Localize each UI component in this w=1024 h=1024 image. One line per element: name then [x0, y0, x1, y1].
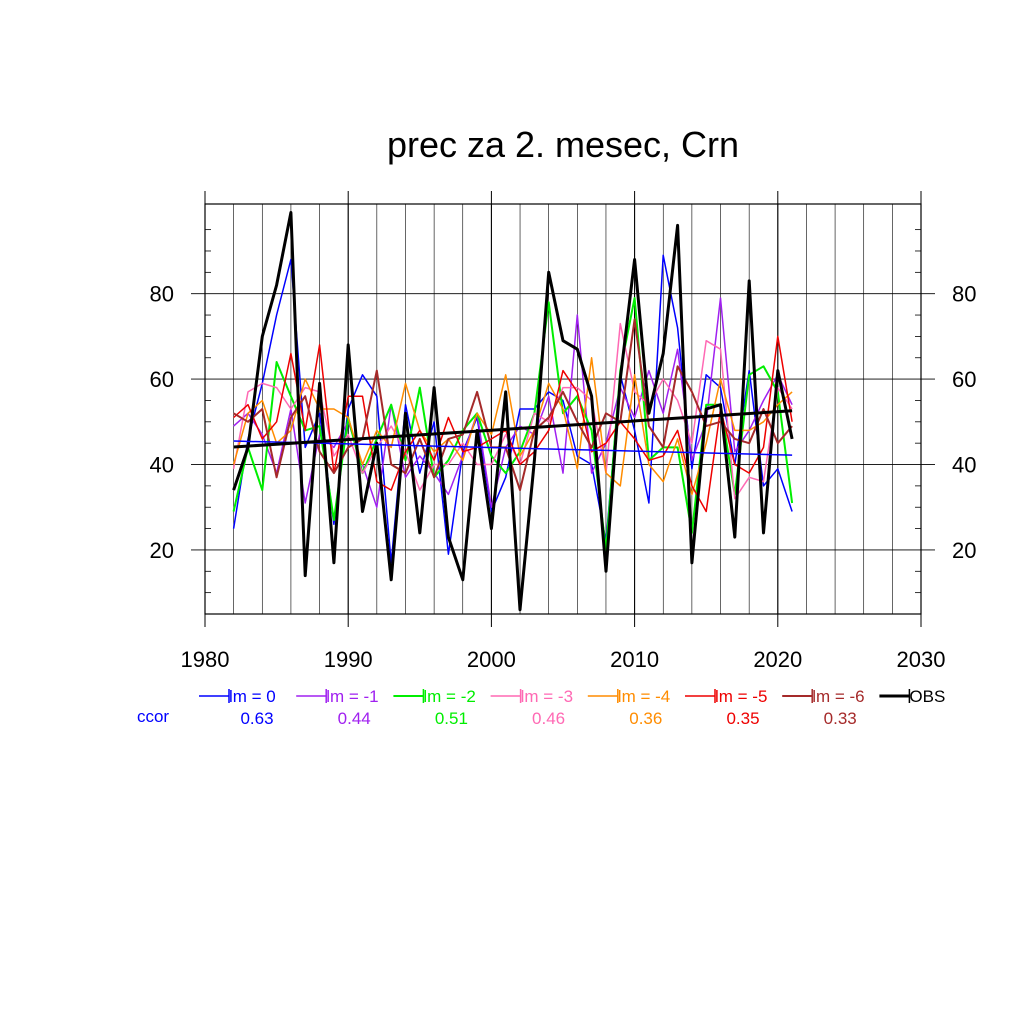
x-tick-label: 2020	[753, 647, 802, 672]
legend-label: lm = -5	[715, 687, 767, 706]
trend-line-7	[233, 409, 793, 449]
x-tick-label: 2030	[897, 647, 946, 672]
y-tick-label-right: 40	[952, 453, 976, 478]
legend-label: lm = -2	[423, 687, 475, 706]
y-tick-label: 60	[150, 367, 174, 392]
x-tick-label: 2010	[610, 647, 659, 672]
ccor-value: 0.33	[824, 709, 857, 728]
legend-label: lm = 0	[229, 687, 276, 706]
y-tick-label-right: 60	[952, 367, 976, 392]
x-tick-label: 1980	[181, 647, 230, 672]
ccor-value: 0.35	[726, 709, 759, 728]
legend-label: lm = -3	[521, 687, 573, 706]
y-tick-label: 20	[150, 538, 174, 563]
trend-line-0	[233, 440, 793, 456]
ccor-label: ccor	[137, 707, 169, 726]
plot-frame	[204, 203, 922, 615]
ccor-value: 0.36	[629, 709, 662, 728]
legend-label: lm = -4	[618, 687, 670, 706]
y-tick-label-right: 20	[952, 538, 976, 563]
legend: lm = 0 0.63 lm = -1 0.44 lm = -2 0.51 lm = -3 0…	[199, 687, 945, 728]
ccor-value: 0.63	[240, 709, 273, 728]
y-tick-label: 40	[150, 453, 174, 478]
series-line-7	[232, 211, 794, 612]
ccor-value: 0.44	[338, 709, 371, 728]
x-tick-label: 2000	[467, 647, 516, 672]
legend-label: lm = -6	[812, 687, 864, 706]
chart-title: prec za 2. mesec, Crn	[387, 124, 739, 165]
y-tick-label-right: 80	[952, 282, 976, 307]
ccor-value: 0.51	[435, 709, 468, 728]
ccor-value: 0.46	[532, 709, 565, 728]
y-tick-label: 80	[150, 282, 174, 307]
legend-label: lm = -1	[326, 687, 378, 706]
legend-label: OBS	[909, 687, 945, 706]
series-line-3	[232, 322, 793, 500]
x-tick-label: 1990	[324, 647, 373, 672]
